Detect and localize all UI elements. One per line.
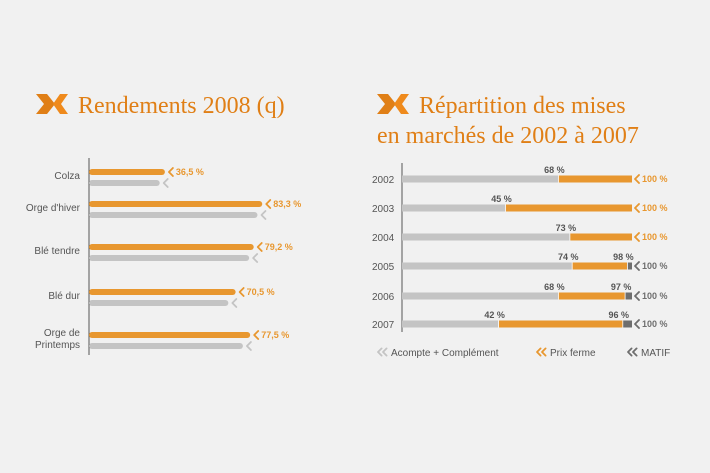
year-label: 2006: [372, 292, 395, 303]
right-chart-legend: Acompte + Complément Prix ferme MATIF: [377, 347, 670, 359]
bar-reference: [89, 300, 229, 306]
legend-chevron-icon: [536, 347, 542, 357]
bar-reference: [89, 255, 250, 261]
bar-yield: [89, 201, 263, 207]
value-label: 36,5 %: [176, 167, 204, 177]
chevron-logo-icon: [36, 94, 68, 114]
bar-end-chevron-icon: [634, 232, 640, 242]
value-label: 79,2 %: [265, 242, 293, 252]
bar-end-chevron-icon: [231, 298, 238, 308]
stack-segment: [402, 204, 506, 212]
category-label: Blé tendre: [34, 246, 80, 257]
bar-yield: [89, 289, 236, 295]
bar-end-chevron-icon: [634, 203, 640, 213]
stack-segment: [498, 320, 623, 328]
total-label: 100 %: [642, 261, 668, 271]
yield-bar-chart: Colza 36,5 % Orge d'hiver 83,3 % Blé tendre 7…: [26, 158, 301, 355]
stack-segment: [402, 262, 573, 270]
cumulative-label: 68 %: [544, 165, 565, 175]
stack-segment: [622, 320, 632, 328]
legend-label: Prix ferme: [550, 348, 596, 359]
cumulative-label: 73 %: [556, 223, 577, 233]
total-label: 100 %: [642, 291, 668, 301]
total-label: 100 %: [642, 174, 668, 184]
value-label: 77,5 %: [261, 330, 289, 340]
right-chart-title-line-1: Répartition des mises: [419, 93, 626, 119]
right-chart-title-line-2: en marchés de 2002 à 2007: [377, 123, 639, 149]
bar-end-chevron-icon: [634, 261, 640, 271]
bar-reference: [89, 343, 243, 349]
cumulative-label: 96 %: [609, 310, 630, 320]
bar-yield: [89, 169, 165, 175]
chevron-logo-icon: [377, 94, 409, 114]
right-chart-header: Répartition des mises en marchés de 2002…: [377, 93, 639, 149]
stack-segment: [625, 292, 632, 300]
legend-label: MATIF: [641, 348, 670, 359]
stack-segment: [402, 292, 559, 300]
cumulative-label: 97 %: [611, 282, 632, 292]
market-distribution-chart: 2002 68 % 100 % 2003 45 % 100 % 2004 73 % 100 % 2…: [372, 163, 668, 332]
year-label: 2003: [372, 204, 395, 215]
stack-segment: [569, 233, 632, 241]
left-chart-header: Rendements 2008 (q): [36, 93, 285, 119]
legend-chevron-icon: [541, 347, 547, 357]
value-label: 70,5 %: [247, 287, 275, 297]
category-label: Blé dur: [48, 291, 80, 302]
legend-chevron-icon: [382, 347, 388, 357]
stack-segment: [558, 292, 626, 300]
bar-end-chevron-icon: [634, 291, 640, 301]
left-chart-title: Rendements 2008 (q): [78, 93, 285, 119]
bar-end-chevron-icon: [256, 242, 263, 252]
stack-segment: [572, 262, 628, 270]
bar-end-chevron-icon: [252, 253, 259, 263]
cumulative-label: 42 %: [484, 310, 505, 320]
legend-chevron-icon: [632, 347, 638, 357]
year-label: 2007: [372, 320, 395, 331]
category-label: Orge de Printemps: [35, 328, 80, 351]
category-label: Orge d'hiver: [26, 203, 81, 214]
bar-end-chevron-icon: [238, 287, 245, 297]
cumulative-label: 68 %: [544, 282, 565, 292]
total-label: 100 %: [642, 203, 668, 213]
year-label: 2004: [372, 233, 395, 244]
bar-end-chevron-icon: [265, 199, 272, 209]
category-label: Colza: [54, 171, 80, 182]
total-label: 100 %: [642, 319, 668, 329]
stack-segment: [505, 204, 632, 212]
year-label: 2005: [372, 262, 395, 273]
bar-end-chevron-icon: [162, 178, 169, 188]
bar-reference: [89, 212, 258, 218]
bar-yield: [89, 332, 251, 338]
bar-end-chevron-icon: [634, 319, 640, 329]
legend-label: Acompte + Complément: [391, 348, 499, 359]
cumulative-label: 98 %: [613, 252, 634, 262]
stack-segment: [558, 175, 632, 183]
bar-end-chevron-icon: [634, 174, 640, 184]
cumulative-label: 74 %: [558, 252, 579, 262]
stack-segment: [627, 262, 632, 270]
stack-segment: [402, 175, 559, 183]
stack-segment: [402, 233, 570, 241]
cumulative-label: 45 %: [491, 194, 512, 204]
bar-reference: [89, 180, 160, 186]
bar-end-chevron-icon: [246, 341, 252, 351]
stack-segment: [402, 320, 499, 328]
value-label: 83,3 %: [273, 199, 301, 209]
bar-end-chevron-icon: [253, 330, 260, 340]
legend-chevron-icon: [627, 347, 633, 357]
bar-end-chevron-icon: [168, 167, 174, 177]
year-label: 2002: [372, 175, 395, 186]
bar-end-chevron-icon: [260, 210, 267, 220]
total-label: 100 %: [642, 232, 668, 242]
bar-yield: [89, 244, 254, 250]
legend-chevron-icon: [377, 347, 383, 357]
